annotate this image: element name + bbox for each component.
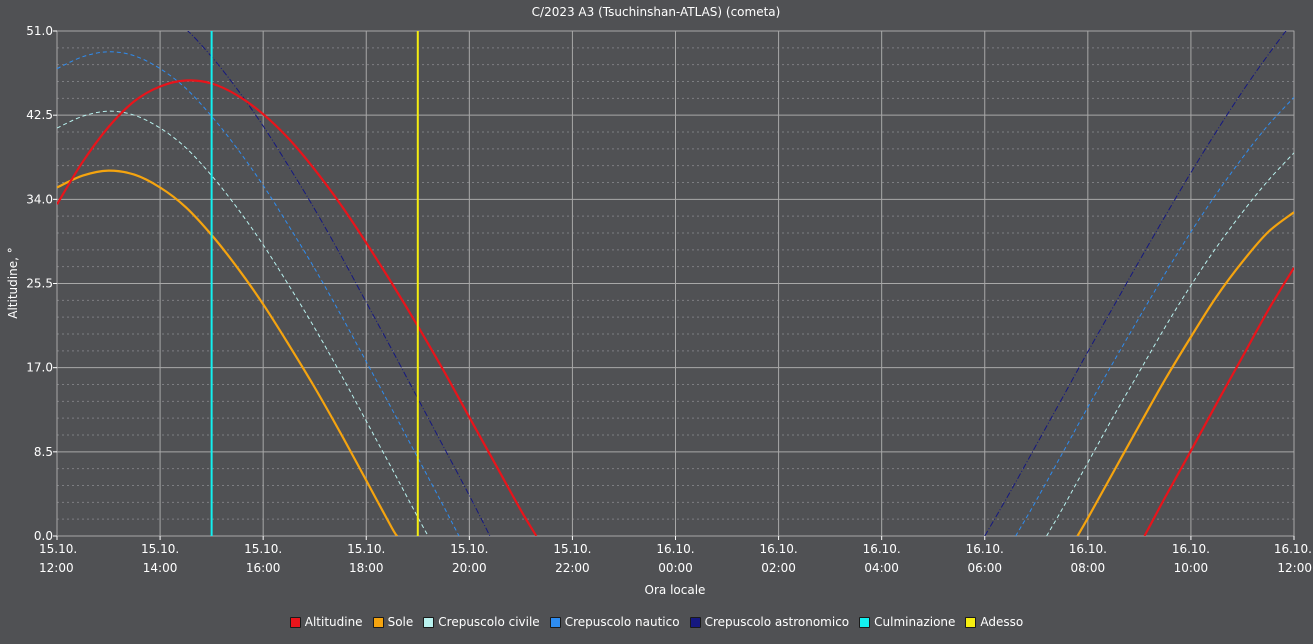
x-axis-label: Ora locale (645, 583, 706, 597)
x-tick-label-time: 04:00 (864, 561, 899, 575)
series-line-altitudine (57, 79, 538, 536)
x-tick-label-date: 16.10. (656, 542, 694, 556)
legend-swatch (689, 616, 701, 628)
legend-item-crepuscolo-civile: Crepuscolo civile (423, 615, 540, 629)
series-line-crepuscolo-nautico-2 (1015, 96, 1294, 536)
x-tick-label-time: 16:00 (246, 561, 281, 575)
x-tick-label-time: 12:00 (39, 561, 74, 575)
legend-label: Adesso (980, 615, 1024, 629)
x-tick-label-time: 18:00 (349, 561, 384, 575)
x-tick-label-date: 15.10. (347, 542, 385, 556)
x-tick-label-date: 15.10. (450, 542, 488, 556)
legend-item-altitudine: Altitudine (289, 615, 363, 629)
x-axis-ticks: 15.10. 12:00 15.10. 14:00 15.10. 16:00 15.10. 1… (39, 536, 1312, 575)
x-tick-label-date: 15.10. (244, 542, 282, 556)
x-tick-label-date: 16.10. (759, 542, 797, 556)
x-tick-label-time: 06:00 (967, 561, 1002, 575)
x-tick-label-date: 15.10. (39, 542, 77, 556)
y-tick-label: 8.5 (34, 445, 53, 459)
y-axis-ticks: 0.0 8.5 17.0 25.5 34.0 42.5 51.0 (26, 24, 57, 543)
legend-item-sole: Sole (372, 615, 414, 629)
x-tick-label-date: 16.10. (1172, 542, 1210, 556)
legend-label: Altitudine (304, 615, 363, 629)
legend-label: Crepuscolo astronomico (704, 615, 850, 629)
x-tick-label-time: 14:00 (143, 561, 178, 575)
series-lines (57, 31, 1294, 536)
legend-item-adesso: Adesso (965, 615, 1023, 629)
series-line-crepuscolo-astronomico-2 (984, 31, 1287, 536)
marker-lines (210, 31, 419, 536)
x-tick-label-date: 16.10. (966, 542, 1004, 556)
y-axis-label: Altitudine, ° (6, 247, 20, 318)
x-tick-label-date: 16.10. (863, 542, 901, 556)
legend-swatch (549, 616, 561, 628)
x-tick-label-time: 08:00 (1071, 561, 1106, 575)
x-tick-label-date: 15.10. (141, 542, 179, 556)
series-line-altitudine-2 (1143, 267, 1294, 536)
x-tick-label-time: 02:00 (761, 561, 796, 575)
legend-swatch (859, 616, 871, 628)
legend-item-culminazione: Culminazione (859, 615, 955, 629)
legend-swatch (423, 616, 435, 628)
series-line-sole-2 (1076, 211, 1294, 536)
series-line-crepuscolo-civile (57, 110, 429, 536)
x-tick-label-time: 10:00 (1174, 561, 1209, 575)
legend-swatch (372, 616, 384, 628)
legend-item-crepuscolo-nautico: Crepuscolo nautico (549, 615, 680, 629)
x-tick-label-date: 15.10. (553, 542, 591, 556)
x-tick-label-time: 00:00 (658, 561, 693, 575)
x-tick-label-time: 22:00 (555, 561, 590, 575)
y-tick-label: 51.0 (26, 24, 53, 38)
legend-label: Sole (387, 615, 414, 629)
legend: Altitudine Sole Crepuscolo civile Crepuscol… (0, 612, 1313, 632)
y-tick-label: 42.5 (26, 108, 53, 122)
series-line-crepuscolo-astronomico (187, 31, 491, 536)
legend-swatch (289, 616, 301, 628)
x-tick-label-time: 20:00 (452, 561, 487, 575)
x-tick-label-time: 12:00 (1277, 561, 1312, 575)
y-tick-label: 0.0 (34, 529, 53, 543)
legend-swatch (965, 616, 977, 628)
x-tick-label-date: 16.10. (1274, 542, 1312, 556)
legend-label: Culminazione (874, 615, 956, 629)
chart-title: C/2023 A3 (Tsuchinshan-ATLAS) (cometa) (532, 5, 781, 19)
series-line-sole (57, 169, 399, 536)
y-tick-label: 17.0 (26, 361, 53, 375)
legend-label: Crepuscolo nautico (564, 615, 680, 629)
grid (56, 30, 1295, 537)
y-tick-label: 25.5 (26, 277, 53, 291)
series-line-crepuscolo-nautico (57, 51, 460, 536)
legend-item-crepuscolo-astronomico: Crepuscolo astronomico (689, 615, 850, 629)
legend-label: Crepuscolo civile (438, 615, 540, 629)
series-line-crepuscolo-civile-2 (1046, 152, 1294, 536)
x-tick-label-date: 16.10. (1069, 542, 1107, 556)
y-tick-label: 34.0 (26, 192, 53, 206)
